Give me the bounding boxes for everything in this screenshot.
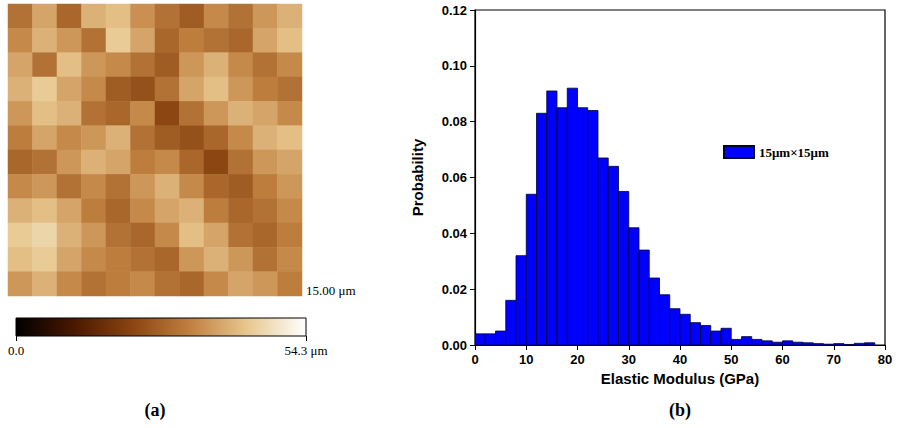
svg-text:20: 20 <box>570 352 584 367</box>
svg-text:0.00: 0.00 <box>442 338 467 353</box>
svg-text:15.00 μm: 15.00 μm <box>306 283 356 298</box>
svg-text:30: 30 <box>622 352 636 367</box>
svg-text:(a): (a) <box>145 400 166 421</box>
svg-text:54.3 μm: 54.3 μm <box>284 343 327 358</box>
svg-text:0.02: 0.02 <box>442 282 467 297</box>
svg-text:Elastic Modulus (GPa): Elastic Modulus (GPa) <box>601 370 759 387</box>
svg-text:80: 80 <box>878 352 892 367</box>
svg-text:0.12: 0.12 <box>442 3 467 18</box>
svg-text:40: 40 <box>673 352 687 367</box>
svg-text:Probability: Probability <box>409 138 426 216</box>
svg-text:15μm×15μm: 15μm×15μm <box>759 145 829 160</box>
svg-text:0.06: 0.06 <box>442 170 467 185</box>
svg-text:70: 70 <box>827 352 841 367</box>
svg-text:0.04: 0.04 <box>442 226 468 241</box>
svg-text:0.0: 0.0 <box>8 343 24 358</box>
svg-text:0.10: 0.10 <box>442 58 467 73</box>
svg-text:(b): (b) <box>669 400 691 421</box>
svg-text:0.08: 0.08 <box>442 114 467 129</box>
svg-text:60: 60 <box>775 352 789 367</box>
svg-text:50: 50 <box>724 352 738 367</box>
svg-text:0: 0 <box>471 352 478 367</box>
svg-text:10: 10 <box>519 352 533 367</box>
